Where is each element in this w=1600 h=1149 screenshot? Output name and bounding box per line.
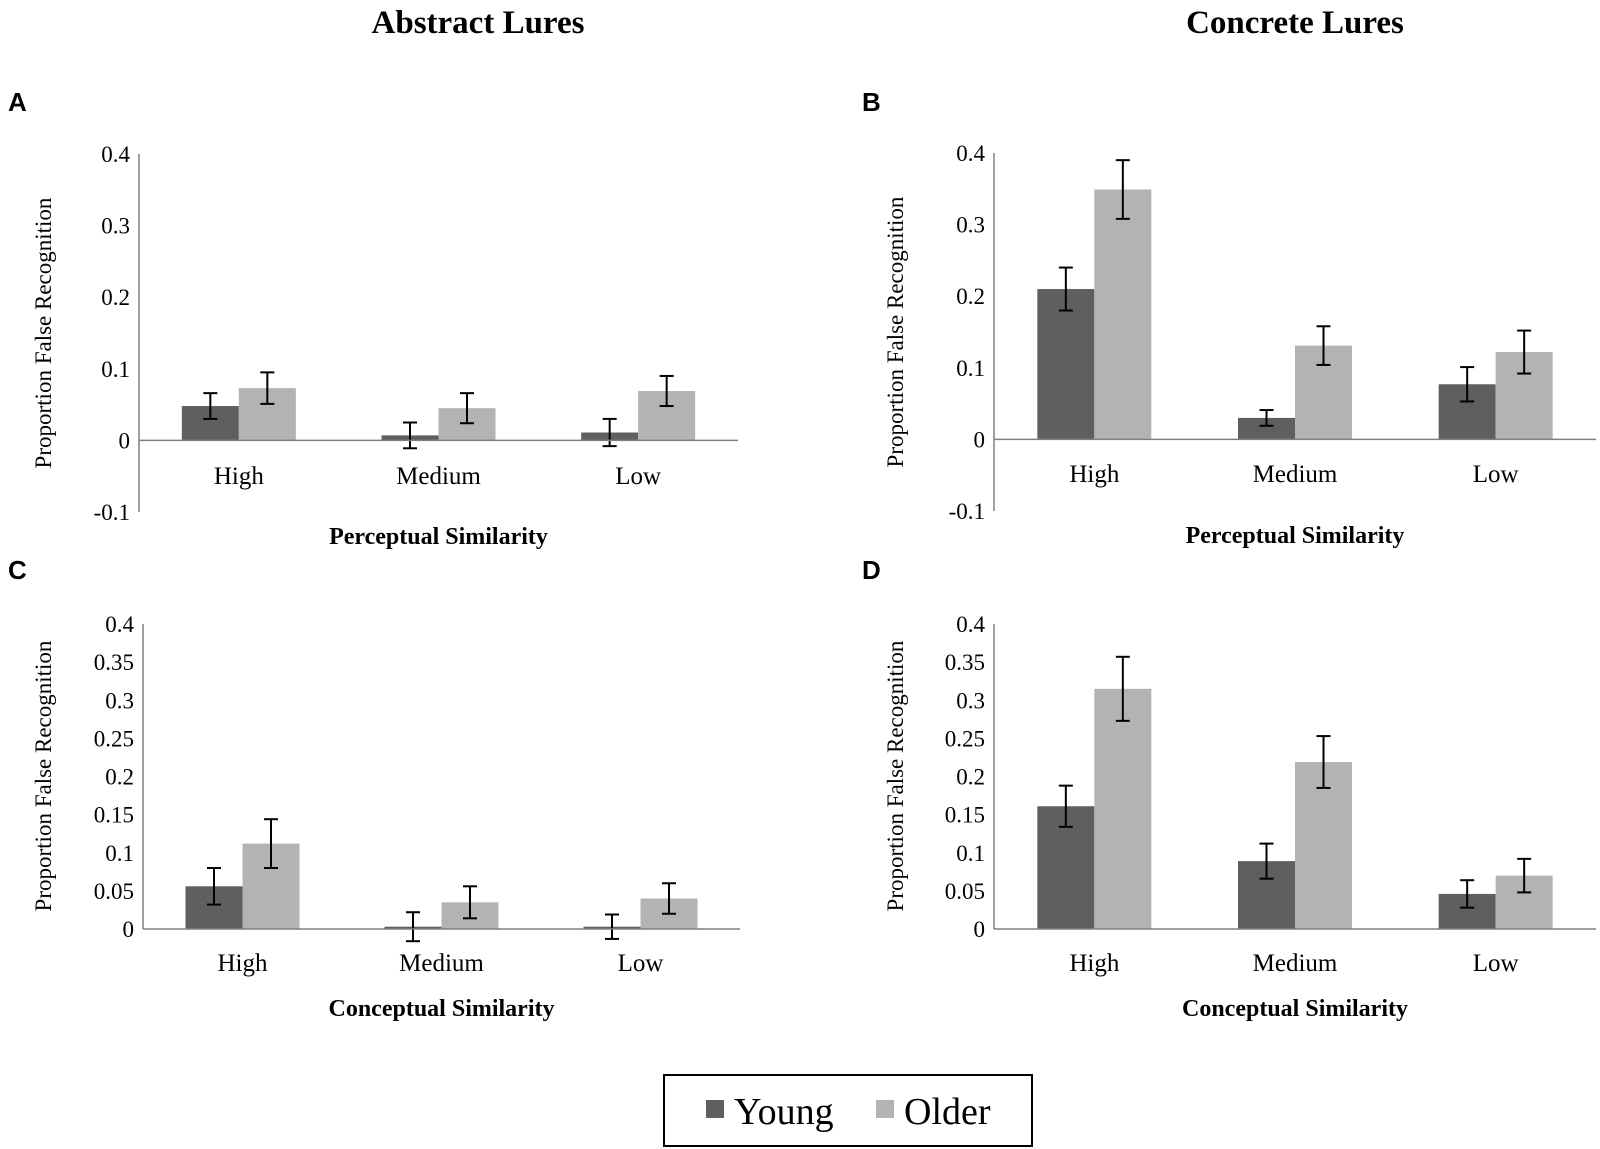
column-title-abstract: Abstract Lures: [372, 5, 585, 41]
error-bar-c-older-low: [662, 882, 676, 915]
error-bar-b-young-medium: [1259, 409, 1274, 427]
error-bar-c-young-medium: [406, 911, 420, 943]
y-tick-label-b: 0.3: [956, 213, 985, 238]
bar-b-young-high: [1037, 289, 1095, 440]
x-axis-title-a: Perceptual Similarity: [329, 524, 548, 550]
error-bar-b-older-high: [1115, 159, 1130, 220]
y-tick-label-a: -0.1: [94, 500, 130, 525]
x-category-label-a: Medium: [396, 463, 481, 490]
y-tick-label-c: 0.15: [94, 803, 134, 828]
x-category-label-b: Low: [1473, 461, 1519, 488]
y-tick-label-c: 0.25: [94, 726, 134, 751]
panel-letter-d: D: [862, 555, 881, 585]
legend: Young Older: [663, 1074, 1033, 1147]
legend-swatch-older: [876, 1100, 894, 1118]
error-bar-d-older-low: [1517, 857, 1532, 894]
legend-swatch-young: [706, 1100, 724, 1118]
error-bar-b-older-low: [1517, 329, 1532, 375]
y-tick-label-d: 0: [974, 917, 986, 942]
x-category-label-d: Low: [1473, 950, 1519, 977]
y-tick-label-a: 0.2: [101, 285, 130, 310]
x-category-label-d: Medium: [1253, 950, 1338, 977]
y-tick-label-c: 0.2: [105, 765, 134, 790]
error-bar-a-young-medium: [403, 421, 417, 450]
y-tick-label-a: 0.3: [101, 214, 130, 239]
error-bar-b-young-high: [1058, 266, 1073, 312]
chart-panel-d: 0 0.05 0.1 0.15 0.2 0.25 0.3 0.35 0.4 High Medium L…: [883, 612, 1596, 1022]
y-tick-label-a: 0.4: [101, 142, 130, 167]
y-tick-label-b: 0.4: [956, 141, 985, 166]
y-tick-label-a: 0.1: [101, 357, 130, 382]
y-tick-label-d: 0.25: [945, 726, 985, 751]
error-bar-a-young-high: [203, 392, 218, 420]
y-tick-label-b: 0.2: [956, 284, 985, 309]
bar-b-older-high: [1094, 189, 1152, 440]
y-tick-label-d: 0.15: [945, 803, 985, 828]
x-category-label-c: High: [218, 950, 269, 977]
legend-box: [663, 1074, 1033, 1147]
error-bar-a-older-low: [659, 374, 674, 408]
x-axis-title-c: Conceptual Similarity: [329, 996, 555, 1022]
error-bar-c-young-high: [207, 867, 221, 906]
chart-panel-c: 0 0.05 0.1 0.15 0.2 0.25 0.3 0.35 0.4 High Medium L…: [31, 612, 740, 1022]
panel-letter-b: B: [862, 87, 881, 117]
error-bar-c-older-medium: [463, 885, 477, 920]
panel-letter-c: C: [8, 555, 27, 585]
error-bar-a-older-high: [260, 371, 275, 405]
y-tick-label-c: 0.05: [94, 879, 134, 904]
x-axis-title-b: Perceptual Similarity: [1186, 523, 1405, 549]
chart-panel-a: -0.1 0 0.1 0.2 0.3 0.4 High Medium Low Perceptual…: [31, 142, 738, 550]
x-category-label-a: Low: [615, 463, 661, 490]
y-tick-label-a: 0: [119, 428, 131, 453]
y-axis-title-c: Proportion False Recognition: [31, 640, 56, 911]
y-tick-label-d: 0.1: [956, 841, 985, 866]
error-bar-c-young-low: [605, 913, 619, 940]
column-title-concrete: Concrete Lures: [1186, 5, 1404, 41]
y-axis-title-d: Proportion False Recognition: [883, 640, 908, 911]
x-category-label-b: High: [1069, 461, 1120, 488]
error-bar-c-older-high: [264, 818, 278, 869]
y-tick-label-b: 0.1: [956, 356, 985, 381]
error-bar-a-young-low: [602, 417, 617, 448]
error-bar-d-young-low: [1460, 879, 1475, 909]
error-bar-d-older-medium: [1316, 735, 1331, 789]
y-tick-label-c: 0.3: [105, 688, 134, 713]
error-bar-a-older-medium: [460, 392, 474, 425]
y-tick-label-b: -0.1: [949, 499, 985, 524]
error-bar-d-young-medium: [1259, 842, 1274, 880]
y-tick-label-c: 0.35: [94, 650, 134, 675]
y-tick-label-c: 0.4: [105, 612, 134, 637]
y-tick-label-c: 0.1: [105, 841, 134, 866]
bar-d-older-medium: [1295, 762, 1352, 929]
chart-panel-b: -0.1 0 0.1 0.2 0.3 0.4 High Medium Low Perceptual…: [883, 141, 1596, 549]
x-category-label-a: High: [214, 463, 265, 490]
error-bar-d-young-high: [1058, 784, 1073, 828]
y-tick-label-d: 0.05: [945, 879, 985, 904]
error-bar-b-young-low: [1460, 366, 1475, 403]
x-category-label-c: Medium: [399, 950, 484, 977]
y-tick-label-d: 0.3: [956, 688, 985, 713]
panel-letter-a: A: [8, 87, 27, 117]
legend-label-young: Young: [734, 1091, 834, 1133]
x-category-label-d: High: [1069, 950, 1120, 977]
y-tick-label-d: 0.4: [956, 612, 985, 637]
bar-d-older-high: [1094, 688, 1152, 929]
x-category-label-b: Medium: [1253, 461, 1338, 488]
y-tick-label-c: 0: [123, 917, 135, 942]
y-tick-label-d: 0.2: [956, 765, 985, 790]
x-axis-title-d: Conceptual Similarity: [1182, 996, 1408, 1022]
y-axis-title-b: Proportion False Recognition: [883, 196, 908, 467]
legend-label-older: Older: [904, 1091, 991, 1133]
error-bar-b-older-medium: [1316, 325, 1331, 366]
y-tick-label-d: 0.35: [945, 650, 985, 675]
bar-b-young-medium: [1238, 417, 1295, 440]
error-bar-d-older-high: [1115, 655, 1130, 722]
y-tick-label-b: 0: [974, 427, 986, 452]
x-category-label-c: Low: [618, 950, 664, 977]
y-axis-title-a: Proportion False Recognition: [31, 197, 56, 468]
